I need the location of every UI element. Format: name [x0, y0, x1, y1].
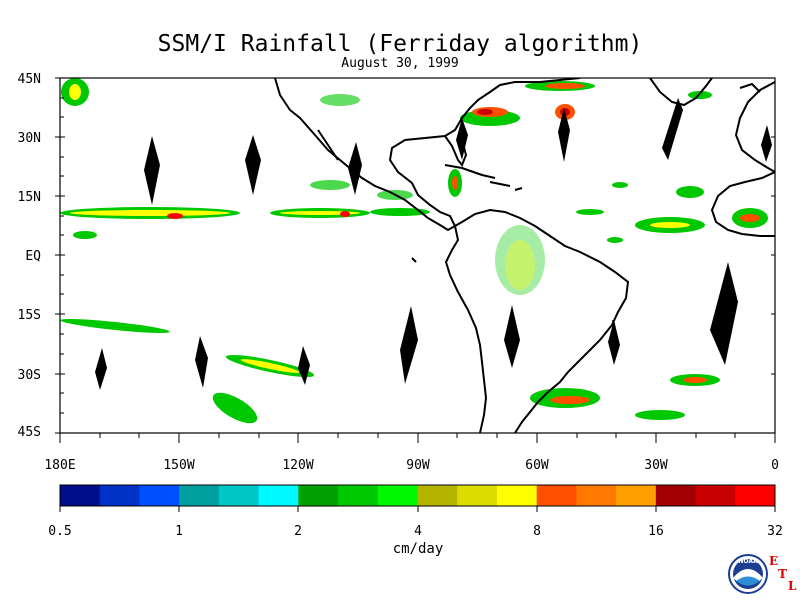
etl-letter-l: L [788, 579, 797, 593]
colorbar-swatch [536, 485, 577, 506]
colorbar-ticks [59, 506, 776, 512]
colorbar-swatch [655, 485, 697, 506]
colorbar-swatch [377, 485, 418, 506]
colorbar-label-4: 4 [414, 524, 422, 539]
colorbar-swatch [298, 485, 339, 506]
lon-label-90w: 90W [406, 458, 430, 473]
etl-letter-e: E [769, 554, 779, 568]
colorbar-swatch [417, 485, 458, 506]
colorbar-swatch [695, 485, 736, 506]
lon-label-120w: 120W [282, 458, 313, 473]
lat-label-15s: 15S [18, 308, 41, 323]
colorbar-swatch [616, 485, 657, 506]
lat-label-45n: 45N [18, 72, 41, 87]
no-data-swaths [95, 98, 772, 390]
coastlines [274, 78, 775, 433]
lon-ticks [59, 433, 776, 443]
lat-label-15n: 15N [18, 190, 41, 205]
lon-label-150w: 150W [163, 458, 194, 473]
lat-label-45s: 45S [18, 425, 41, 440]
colorbar [60, 485, 776, 506]
colorbar-swatch [179, 485, 220, 506]
lat-labels: 45N 30N 15N EQ 15S 30S 45S [18, 72, 42, 440]
lon-label-0: 0 [771, 458, 779, 473]
lat-label-30s: 30S [18, 368, 41, 383]
colorbar-swatch [258, 485, 299, 506]
page-title: SSM/I Rainfall (Ferriday algorithm) [157, 31, 643, 57]
map-plot-area [60, 78, 775, 433]
lon-label-30w: 30W [644, 458, 668, 473]
colorbar-swatch [576, 485, 617, 506]
colorbar-label-1: 1 [175, 524, 183, 539]
colorbar-label-2: 2 [294, 524, 302, 539]
noaa-logo: NOAA [728, 554, 768, 594]
lon-labels: 180E 150W 120W 90W 60W 30W 0 [44, 458, 779, 473]
etl-letter-t: T [778, 567, 787, 581]
colorbar-label-0-5: 0.5 [48, 524, 71, 539]
colorbar-units: cm/day [392, 541, 444, 557]
lon-label-60w: 60W [525, 458, 549, 473]
noaa-logo-text: NOAA [738, 558, 758, 565]
lat-ticks [55, 77, 775, 434]
colorbar-swatch [99, 485, 140, 506]
colorbar-label-32: 32 [767, 524, 783, 539]
colorbar-swatch [735, 485, 776, 506]
lat-label-30n: 30N [18, 131, 41, 146]
colorbar-label-16: 16 [648, 524, 664, 539]
colorbar-swatch [218, 485, 260, 506]
rain-bands [60, 78, 768, 424]
colorbar-swatch [338, 485, 379, 506]
colorbar-swatch [139, 485, 180, 506]
colorbar-labels: 0.5 1 2 4 8 16 32 [48, 524, 783, 539]
lon-label-180e: 180E [44, 458, 75, 473]
lat-label-eq: EQ [25, 249, 41, 264]
colorbar-label-8: 8 [533, 524, 541, 539]
colorbar-swatch [496, 485, 538, 506]
page-subtitle: August 30, 1999 [341, 56, 459, 71]
colorbar-swatch [457, 485, 498, 506]
colorbar-swatch [60, 485, 101, 506]
